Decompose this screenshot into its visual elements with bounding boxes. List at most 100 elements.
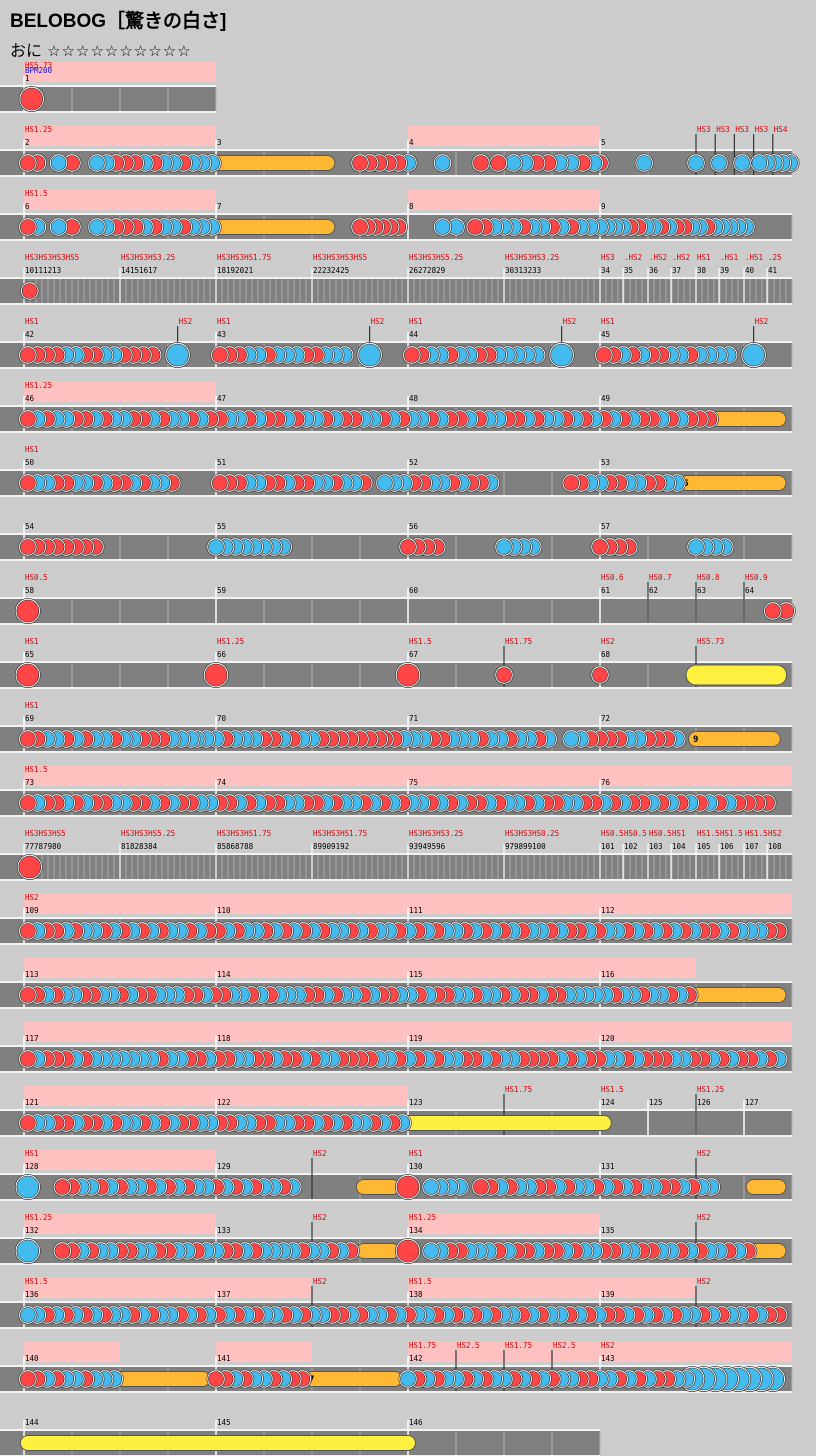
speed-band [216, 1342, 312, 1362]
measure-number: 36 [649, 266, 659, 275]
measure-number: 75 [409, 778, 418, 787]
balloon-note [685, 664, 788, 686]
scroll-speed-label: HS1.5 [745, 829, 768, 838]
measure-number: 134 [409, 1226, 423, 1235]
scroll-speed-label: HS2 [697, 1277, 711, 1286]
measure-number: 71 [409, 714, 418, 723]
scroll-speed-label: HS3HS3HS1.75 [217, 829, 271, 838]
scroll-speed-label: HS0.5 [649, 829, 672, 838]
speed-band [408, 1278, 696, 1298]
measure-number: 137 [217, 1290, 231, 1299]
don-note [54, 1243, 71, 1259]
measure-number: 10111213 [25, 266, 61, 275]
don-note [204, 663, 228, 687]
measure-number: 103 [649, 842, 663, 851]
ka-note [423, 1179, 439, 1195]
scroll-speed-label: HS1.75 [505, 1085, 532, 1094]
measure-number: 146 [409, 1418, 423, 1427]
ka-note [734, 155, 750, 171]
scroll-speed-label: HS1 [25, 701, 39, 710]
speed-band [24, 1214, 216, 1234]
drumroll-note [355, 1179, 401, 1195]
measure-number: 105 [697, 842, 711, 851]
ka-note [742, 343, 765, 367]
measure-number: 106 [720, 842, 734, 851]
scroll-speed-label: HS1.25 [25, 1213, 52, 1222]
don-note [20, 923, 36, 939]
don-note [352, 155, 368, 171]
don-note [396, 663, 420, 687]
measure-number: 6 [25, 202, 30, 211]
don-note [592, 539, 608, 555]
scroll-speed-label: HS1.25 [217, 637, 244, 646]
measure-number: 102 [624, 842, 638, 851]
measure-number: 22232425 [313, 266, 349, 275]
don-note [18, 855, 42, 879]
ka-note [400, 1371, 416, 1387]
scroll-speed-label: HS3HS3HS1.75 [313, 829, 367, 838]
scroll-speed-label: HS3HS3HS3.25 [121, 253, 175, 262]
drumroll-note [112, 1371, 211, 1387]
measure-number: 979899100 [505, 842, 546, 851]
measure-number: 101 [601, 842, 615, 851]
measure-number: 132 [25, 1226, 39, 1235]
measure-number: 48 [409, 394, 419, 403]
ka-note [688, 155, 704, 171]
scroll-speed-label: HS1 [409, 1149, 423, 1158]
measure-number: 117 [25, 1034, 39, 1043]
measure-number: 119 [409, 1034, 423, 1043]
scroll-speed-label: HS1 [25, 317, 39, 326]
measure-number: 70 [217, 714, 227, 723]
speed-band [408, 1214, 600, 1234]
don-note [352, 219, 368, 235]
scroll-speed-label: HS5.73 [25, 61, 52, 70]
measure-number: 65 [25, 650, 34, 659]
measure-number: 72 [601, 714, 610, 723]
scroll-speed-label: HS4 [774, 125, 788, 134]
speed-band [24, 1086, 408, 1106]
scroll-speed-label: HS3 [716, 125, 730, 134]
scroll-speed-label: HS3HS3HS3.25 [409, 829, 463, 838]
measure-number: 64 [745, 586, 755, 595]
measure-number: 9 [601, 202, 606, 211]
ka-note [50, 219, 67, 235]
scroll-speed-label: HS1.5 [25, 1277, 48, 1286]
scroll-speed-label: HS2 [25, 893, 39, 902]
measure-number: 67 [409, 650, 418, 659]
measure-number: 50 [25, 458, 35, 467]
drumroll-note [355, 1243, 401, 1259]
measure-number: 123 [409, 1098, 423, 1107]
ka-note [89, 155, 105, 171]
measure-number: 56 [409, 522, 419, 531]
don-note [16, 599, 40, 623]
scroll-speed-label: HS2.5 [553, 1341, 576, 1350]
measure-number: 124 [601, 1098, 615, 1107]
ka-note [208, 539, 224, 555]
scroll-speed-label: .HS1 [745, 253, 763, 262]
measure-number: 26272829 [409, 266, 445, 275]
ka-note [434, 155, 451, 171]
scroll-speed-label: HS1 [25, 1149, 39, 1158]
measure-number: 118 [217, 1034, 231, 1043]
measure-number: 76 [601, 778, 611, 787]
ka-note [20, 1307, 36, 1323]
measure-number: 39 [720, 266, 729, 275]
don-note [473, 155, 489, 171]
measure-number: 115 [409, 970, 423, 979]
speed-band [408, 126, 600, 146]
don-note [20, 795, 36, 811]
drumroll-note [688, 987, 787, 1003]
don-note [20, 987, 36, 1003]
drumroll-note [745, 1179, 787, 1195]
measure-number: 62 [649, 586, 658, 595]
measure-number: 108 [768, 842, 782, 851]
scroll-speed-label: HS3HS3HS3.25 [505, 253, 559, 262]
lane [0, 535, 792, 559]
drumroll-note [208, 155, 336, 171]
star-rating: ☆☆☆☆☆☆☆☆☆☆ [47, 42, 192, 60]
ka-note [16, 1175, 40, 1199]
speed-band [24, 1342, 120, 1362]
don-note [54, 1179, 71, 1195]
scroll-speed-label: HS1 [25, 445, 39, 454]
scroll-speed-label: .25 [768, 253, 782, 262]
